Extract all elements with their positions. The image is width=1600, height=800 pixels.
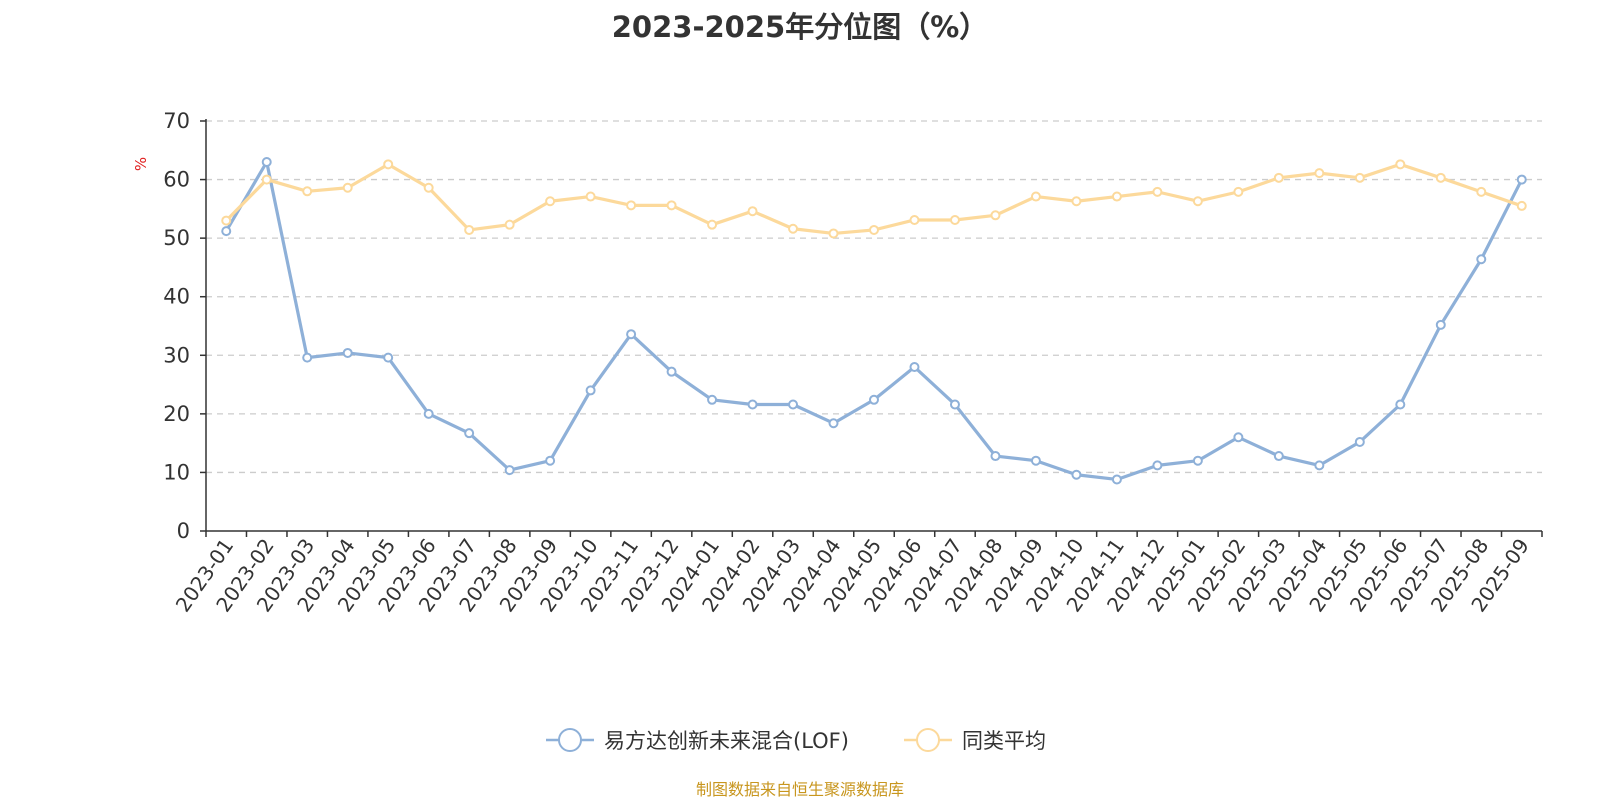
data-point[interactable] bbox=[1314, 460, 1325, 471]
y-tick-label: 20 bbox=[163, 402, 190, 426]
series-1 bbox=[221, 159, 1527, 239]
data-point[interactable] bbox=[504, 219, 515, 230]
data-point[interactable] bbox=[261, 157, 272, 167]
data-point[interactable] bbox=[949, 214, 960, 225]
y-tick-label: 40 bbox=[163, 285, 190, 309]
legend[interactable]: 易方达创新未来混合(LOF) 同类平均 bbox=[546, 728, 1046, 753]
data-point[interactable] bbox=[1354, 436, 1365, 447]
y-tick-label: 60 bbox=[163, 168, 190, 192]
data-point[interactable] bbox=[1395, 159, 1406, 170]
data-point[interactable] bbox=[221, 226, 232, 237]
data-point[interactable] bbox=[666, 200, 677, 211]
data-point[interactable] bbox=[464, 428, 475, 439]
data-point[interactable] bbox=[788, 223, 799, 234]
data-point[interactable] bbox=[1152, 460, 1163, 471]
data-point[interactable] bbox=[221, 215, 232, 226]
data-point[interactable] bbox=[1030, 191, 1041, 202]
data-point[interactable] bbox=[1233, 186, 1244, 197]
data-point[interactable] bbox=[1030, 455, 1041, 466]
y-axis-unit-label: % bbox=[132, 157, 150, 171]
data-point[interactable] bbox=[1314, 168, 1325, 179]
data-point[interactable] bbox=[383, 159, 394, 170]
data-point[interactable] bbox=[909, 214, 920, 225]
axes: 0102030405060702023-012023-022023-032023… bbox=[163, 109, 1543, 616]
chart-title: 2023-2025年分位图（%） bbox=[611, 10, 989, 44]
data-point[interactable] bbox=[707, 219, 718, 230]
y-tick-label: 30 bbox=[163, 343, 190, 367]
data-point[interactable] bbox=[869, 224, 879, 235]
data-point[interactable] bbox=[666, 366, 677, 377]
data-point[interactable] bbox=[302, 186, 313, 197]
data-point[interactable] bbox=[1111, 474, 1122, 485]
data-point[interactable] bbox=[423, 182, 434, 193]
data-point[interactable] bbox=[1111, 191, 1122, 202]
data-point[interactable] bbox=[626, 329, 637, 340]
line-chart: 0102030405060702023-012023-022023-032023… bbox=[132, 109, 1543, 753]
data-point[interactable] bbox=[1476, 254, 1487, 265]
data-point[interactable] bbox=[585, 191, 596, 202]
data-point[interactable] bbox=[828, 418, 839, 429]
data-point[interactable] bbox=[1395, 399, 1406, 410]
series-0 bbox=[221, 157, 1527, 485]
data-point[interactable] bbox=[1071, 196, 1082, 207]
data-point[interactable] bbox=[261, 174, 272, 185]
data-point[interactable] bbox=[1476, 186, 1487, 197]
data-point[interactable] bbox=[585, 385, 596, 396]
legend-item[interactable]: 易方达创新未来混合(LOF) bbox=[546, 728, 849, 753]
data-point[interactable] bbox=[990, 451, 1001, 462]
y-tick-label: 0 bbox=[177, 519, 190, 543]
data-point[interactable] bbox=[504, 465, 515, 476]
legend-label: 易方达创新未来混合(LOF) bbox=[604, 729, 849, 753]
data-point[interactable] bbox=[545, 455, 556, 466]
series-line bbox=[224, 160, 1524, 482]
data-point[interactable] bbox=[1192, 455, 1203, 466]
series-line bbox=[225, 162, 1523, 236]
legend-marker bbox=[916, 728, 940, 752]
data-point[interactable] bbox=[1192, 196, 1203, 207]
data-point[interactable] bbox=[1516, 200, 1527, 211]
data-point[interactable] bbox=[1233, 432, 1244, 443]
data-point[interactable] bbox=[1273, 451, 1284, 462]
data-point[interactable] bbox=[545, 196, 556, 207]
data-point[interactable] bbox=[464, 224, 475, 235]
data-point[interactable] bbox=[1516, 174, 1527, 185]
data-point[interactable] bbox=[342, 347, 353, 358]
data-point[interactable] bbox=[990, 210, 1001, 221]
y-tick-label: 50 bbox=[163, 226, 190, 250]
data-point[interactable] bbox=[909, 362, 920, 372]
y-tick-label: 70 bbox=[163, 109, 190, 133]
data-point[interactable] bbox=[1152, 186, 1163, 197]
series-lines bbox=[221, 157, 1527, 485]
legend-item[interactable]: 同类平均 bbox=[904, 728, 1046, 753]
data-point[interactable] bbox=[788, 399, 799, 410]
data-point[interactable] bbox=[747, 399, 758, 410]
data-point[interactable] bbox=[1354, 172, 1365, 183]
data-point[interactable] bbox=[626, 200, 637, 211]
data-point[interactable] bbox=[1435, 172, 1446, 183]
data-point[interactable] bbox=[1435, 319, 1446, 330]
data-point[interactable] bbox=[383, 352, 394, 363]
data-point[interactable] bbox=[1071, 469, 1082, 480]
y-tick-label: 10 bbox=[163, 460, 190, 484]
data-point[interactable] bbox=[1273, 172, 1284, 183]
data-point[interactable] bbox=[302, 352, 313, 363]
data-point[interactable] bbox=[828, 228, 839, 239]
legend-marker bbox=[558, 728, 582, 752]
data-point[interactable] bbox=[869, 394, 879, 405]
data-point[interactable] bbox=[423, 408, 434, 419]
data-point[interactable] bbox=[707, 394, 718, 405]
data-point[interactable] bbox=[342, 182, 353, 193]
data-point[interactable] bbox=[747, 206, 758, 217]
data-source-note: 制图数据来自恒生聚源数据库 bbox=[695, 780, 904, 799]
legend-label: 同类平均 bbox=[962, 729, 1046, 753]
data-point[interactable] bbox=[949, 399, 960, 410]
